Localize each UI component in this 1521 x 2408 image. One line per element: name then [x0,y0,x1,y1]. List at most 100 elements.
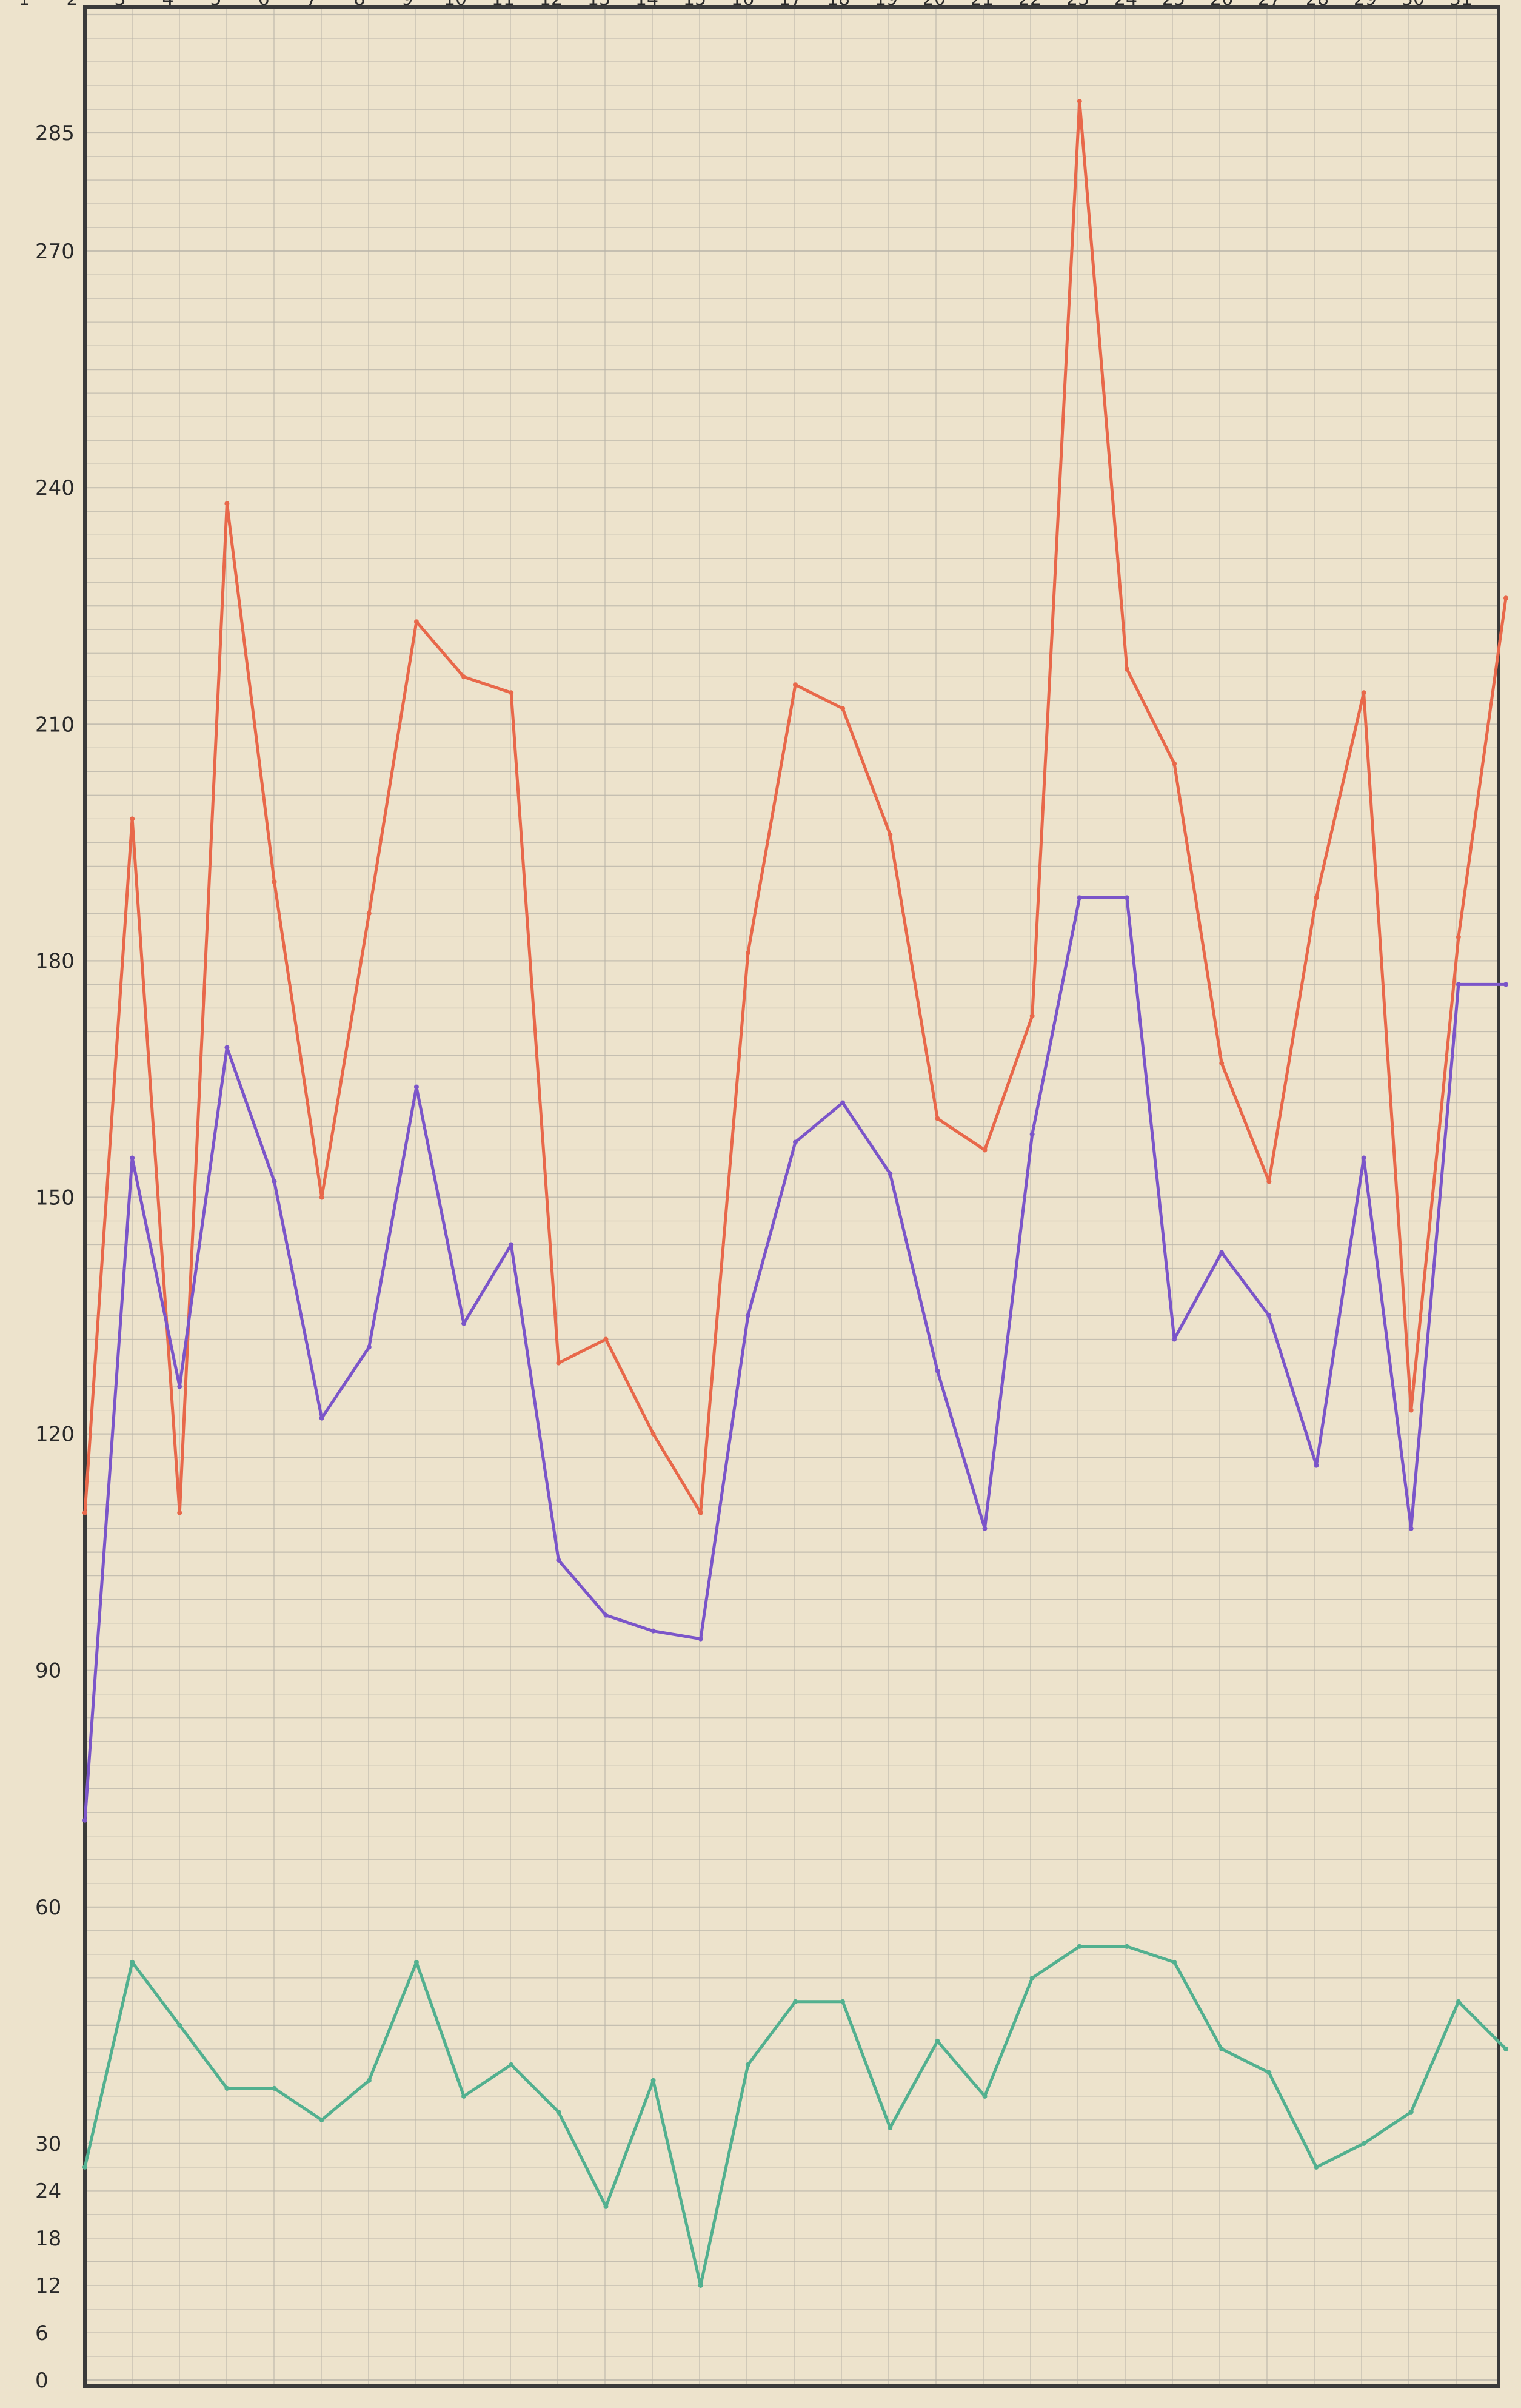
data-point [745,1313,750,1318]
data-point [1124,895,1129,900]
data-point [1266,1179,1272,1184]
data-point [1266,2070,1272,2075]
x-tick-label: 24 [1114,0,1137,10]
data-point [177,2022,182,2028]
data-point [1077,895,1082,900]
data-point [130,816,135,822]
data-point [793,682,798,688]
data-point [1361,1155,1366,1161]
x-tick-label: 17 [779,0,802,10]
y-tick-label: 240 [35,476,75,500]
x-tick-label: 29 [1354,0,1377,10]
data-point [1361,2141,1366,2146]
x-tick-label: 8 [353,0,365,10]
x-tick-label: 25 [1162,0,1185,10]
y-tick-label: 60 [35,1896,61,1920]
data-point [272,1179,277,1184]
y-tick-label: 150 [35,1186,75,1210]
data-point [1172,1336,1177,1342]
x-tick-label: 27 [1258,0,1281,10]
x-tick-label: 7 [306,0,317,10]
data-point [82,1510,87,1515]
x-tick-label: 6 [258,0,269,10]
data-point [1503,595,1508,601]
y-tick-label: 6 [35,2321,48,2346]
data-point [1361,690,1366,696]
data-point [888,1171,893,1176]
x-tick-label: 3 [114,0,125,10]
data-point [1408,2109,1414,2115]
x-tick-label: 11 [492,0,515,10]
y-tick-label: 0 [35,2369,48,2393]
data-point [1029,1975,1035,1980]
y-tick-label: 30 [35,2132,61,2156]
x-tick-label: 23 [1066,0,1089,10]
data-point [177,1384,182,1389]
x-tick-label: 9 [401,0,413,10]
data-point [1029,1013,1035,1019]
data-point [177,1510,182,1515]
y-tick-label: 24 [35,2179,61,2204]
data-point [1314,2164,1319,2170]
data-point [319,2117,324,2122]
plot-frame [83,5,1500,2388]
x-tick-label: 16 [731,0,754,10]
data-point [461,674,467,680]
data-point [935,1116,940,1121]
data-point [272,879,277,885]
data-point [366,2078,372,2083]
data-point [698,2282,703,2288]
data-point [1408,1526,1414,1531]
data-point [888,832,893,837]
data-point [509,690,514,696]
data-point [1219,1250,1225,1255]
x-tick-label: 10 [444,0,467,10]
data-point [461,1321,467,1326]
data-point [1266,1313,1272,1318]
data-point [1314,895,1319,900]
y-tick-label: 210 [35,713,75,737]
y-tick-label: 12 [35,2274,61,2298]
data-point [413,1084,419,1090]
data-point [1314,1463,1319,1468]
data-point [413,1959,419,1965]
x-tick-label: 1 [18,0,30,10]
data-point [793,1139,798,1145]
x-tick-label: 26 [1210,0,1233,10]
data-point [982,1147,988,1153]
data-point [319,1415,324,1421]
y-tick-label: 270 [35,240,75,264]
data-point [82,1817,87,1823]
data-point [224,1045,230,1050]
x-tick-label: 13 [587,0,610,10]
data-point [840,1999,846,2004]
data-point [1172,1959,1177,1965]
data-point [1219,1061,1225,1066]
x-tick-label: 15 [683,0,706,10]
y-axis-tick-labels: 0 6 12 18 24 30 60 90 120 150 180 210 240 270 285 [35,121,75,2393]
x-tick-label: 2 [66,0,78,10]
data-point [556,2109,561,2115]
y-tick-label: 285 [35,121,75,146]
data-point [840,1100,846,1105]
data-point [1029,1132,1035,1137]
series-lines [82,99,1508,2288]
data-point [413,619,419,625]
data-point [1456,1999,1461,2004]
data-point [698,1510,703,1515]
series-line-3 [83,1945,1508,2287]
data-point [461,2093,467,2099]
data-point [1503,982,1508,987]
x-tick-label: 4 [162,0,173,10]
data-point [888,2125,893,2130]
x-tick-label: 22 [1018,0,1041,10]
data-point [935,1368,940,1373]
x-tick-label: 21 [971,0,994,10]
data-point [224,2085,230,2091]
data-point [603,2204,609,2209]
data-point [603,1612,609,1618]
data-point [556,1557,561,1563]
y-tick-label: 90 [35,1659,61,1683]
x-axis-tick-labels: 1234567891011121314151617181920212223242… [18,0,1473,10]
